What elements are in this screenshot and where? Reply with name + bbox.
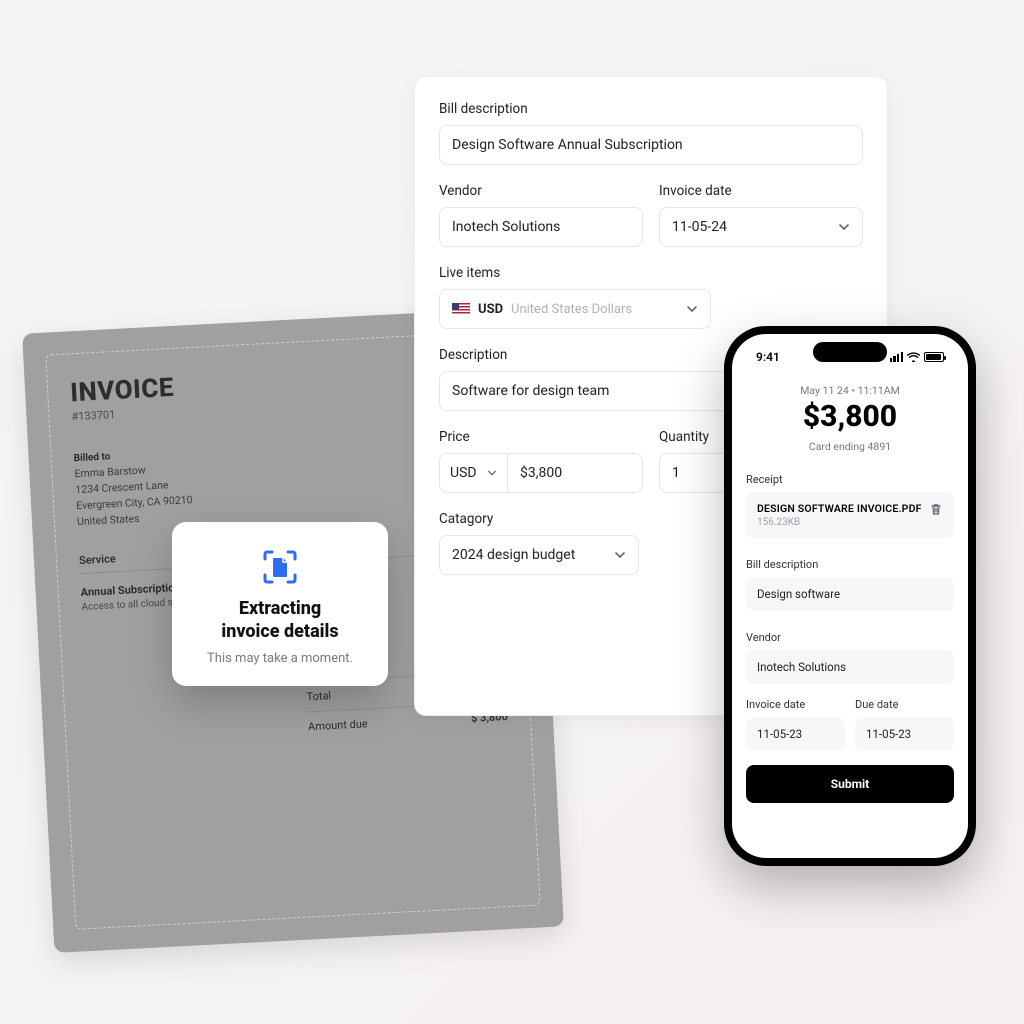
vendor-input[interactable]: Inotech Solutions [439,207,643,247]
battery-icon [924,352,944,362]
phone-due-date-label: Due date [855,698,954,711]
submit-button[interactable]: Submit [746,765,954,803]
scan-document-icon [257,544,303,590]
wifi-icon [907,352,920,362]
phone-frame: 9:41 May 11 24 • 11:11AM $3,800 Card end… [724,326,976,866]
invoice-date-label: Invoice date [659,183,863,199]
currency-select[interactable]: USD United States Dollars [439,289,711,329]
phone-screen: 9:41 May 11 24 • 11:11AM $3,800 Card end… [732,334,968,858]
price-currency-select[interactable]: USD [439,453,507,493]
extracting-title-2: invoice details [190,621,370,644]
category-select[interactable]: 2024 design budget [439,535,639,575]
phone-vendor-input[interactable]: Inotech Solutions [746,650,954,684]
phone-vendor-label: Vendor [746,631,954,644]
flag-us-icon [452,303,470,315]
receipt-file-name: DESIGN SOFTWARE INVOICE.PDF [757,502,922,515]
status-time: 9:41 [756,350,780,364]
phone-invoice-date-label: Invoice date [746,698,845,711]
price-input[interactable]: $3,800 [507,453,643,493]
vendor-label: Vendor [439,183,643,199]
currency-code: USD [478,302,503,317]
bill-description-input[interactable]: Design Software Annual Subscription [439,125,863,165]
chevron-down-icon [838,221,850,233]
phone-invoice-date-input[interactable]: 11-05-23 [746,717,845,751]
price-label: Price [439,429,643,445]
chevron-down-icon [487,468,497,478]
live-items-label: Live items [439,265,863,281]
chevron-down-icon [686,303,698,315]
phone-due-date-input[interactable]: 11-05-23 [855,717,954,751]
receipt-box: DESIGN SOFTWARE INVOICE.PDF 156.23KB [746,492,954,538]
extracting-title-1: Extracting [190,598,370,621]
card-ending: Card ending 4891 [746,440,954,453]
phone-notch [813,342,887,362]
total-label: Total [306,689,331,703]
phone-bill-desc-input[interactable]: Design software [746,577,954,611]
phone-bill-desc-label: Bill description [746,558,954,571]
extracting-popup: Extracting invoice details This may take… [172,522,388,686]
trash-icon[interactable] [929,502,943,516]
transaction-amount: $3,800 [746,399,954,434]
amount-due-label: Amount due [308,717,368,733]
signal-icon [890,352,903,362]
transaction-meta: May 11 24 • 11:11AM [746,384,954,397]
currency-name: United States Dollars [511,302,632,317]
receipt-label: Receipt [746,473,954,486]
invoice-date-select[interactable]: 11-05-24 [659,207,863,247]
chevron-down-icon [614,549,626,561]
bill-description-label: Bill description [439,101,863,117]
extracting-subtitle: This may take a moment. [190,651,370,666]
receipt-file-size: 156.23KB [757,517,922,528]
